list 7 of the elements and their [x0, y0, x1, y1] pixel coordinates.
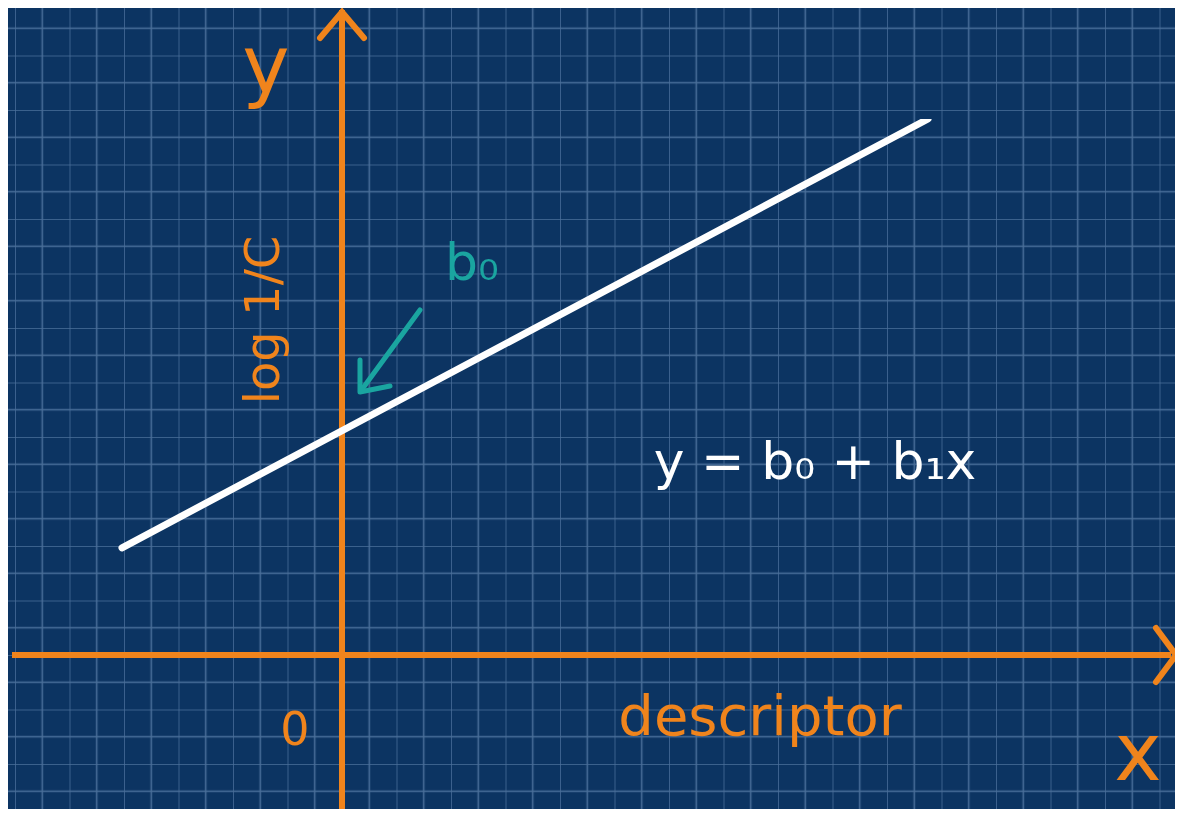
text: 0	[280, 701, 310, 756]
annotation: y = b₀ + b₁x	[653, 431, 977, 491]
text: x	[1114, 705, 1162, 799]
annotation: b₀	[445, 232, 499, 292]
text: y	[242, 17, 290, 111]
y-axis-title: log 1/C	[234, 235, 290, 405]
x-axis-title: descriptor	[618, 683, 903, 749]
